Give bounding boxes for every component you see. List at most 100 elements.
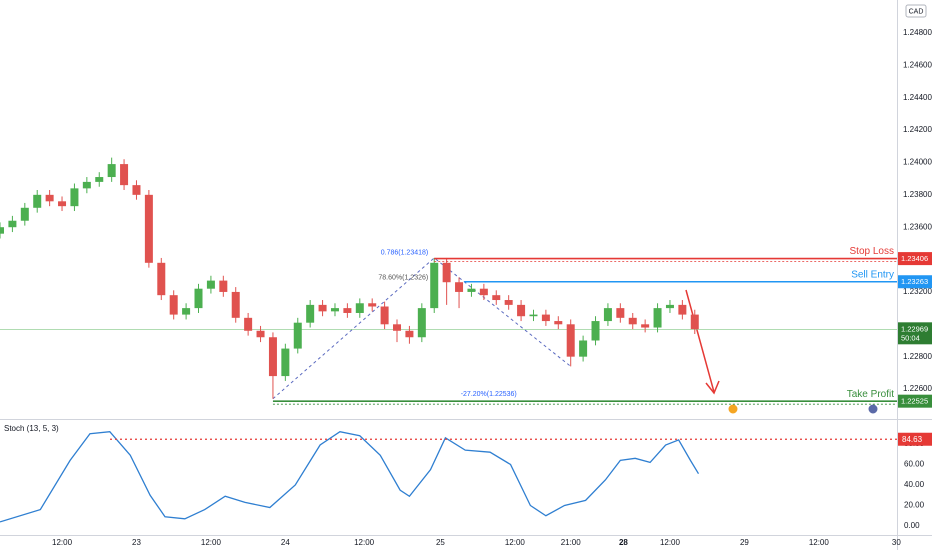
y2-tick-label: 60.00 bbox=[904, 460, 925, 469]
candle-body bbox=[8, 220, 17, 228]
x-tick-label: 30 bbox=[892, 538, 901, 547]
candle-body bbox=[653, 308, 662, 328]
candle-body bbox=[157, 262, 166, 296]
candle-body bbox=[641, 324, 650, 328]
level-value: 1.22525 bbox=[901, 397, 928, 406]
candle-body bbox=[442, 262, 451, 283]
level-tag bbox=[898, 252, 932, 266]
fib-label: -27.20%(1.22536) bbox=[461, 391, 517, 398]
candle-body bbox=[479, 288, 488, 296]
candle-body bbox=[219, 280, 228, 292]
y-tick-label: 1.23200 bbox=[903, 287, 932, 296]
indicator-label: Stoch (13, 5, 3) bbox=[4, 424, 59, 433]
y2-tick-label: 20.00 bbox=[904, 501, 925, 510]
candle-body bbox=[678, 304, 687, 315]
candle-body bbox=[690, 314, 699, 330]
stoch-line bbox=[0, 430, 700, 523]
x-tick-label: 23 bbox=[132, 538, 141, 547]
y-tick-label: 1.24600 bbox=[903, 60, 932, 69]
arrow-head bbox=[705, 380, 720, 395]
candle-body bbox=[355, 303, 364, 313]
level-name: Sell Entry bbox=[851, 269, 894, 280]
candle-body bbox=[132, 185, 141, 195]
event-icon[interactable] bbox=[727, 403, 739, 415]
level-name: Stop Loss bbox=[850, 246, 894, 257]
candle-body bbox=[45, 194, 54, 202]
currency: CAD bbox=[909, 8, 924, 15]
candle-body bbox=[144, 194, 153, 263]
candle-body bbox=[665, 304, 674, 309]
candle-body bbox=[393, 324, 402, 331]
candle-body bbox=[20, 207, 29, 221]
level-tag bbox=[898, 275, 932, 289]
candle-body bbox=[58, 201, 67, 207]
x-tick-label: 21:00 bbox=[561, 538, 582, 547]
candle-body bbox=[628, 317, 637, 325]
x-tick-label: 12:00 bbox=[660, 538, 681, 547]
level-value: 1.23263 bbox=[901, 277, 928, 286]
x-tick-label: 28 bbox=[619, 538, 628, 547]
candle-body bbox=[455, 282, 464, 292]
candle-body bbox=[591, 321, 600, 341]
candle-body bbox=[33, 194, 42, 208]
y-tick-label: 1.22800 bbox=[903, 352, 932, 361]
stoch-level-value: 84.63 bbox=[902, 435, 923, 444]
candle-body bbox=[318, 304, 327, 312]
candle-body bbox=[368, 303, 377, 307]
x-tick-label: 12:00 bbox=[809, 538, 830, 547]
candle-body bbox=[554, 321, 563, 325]
candle-body bbox=[169, 295, 178, 315]
pattern-line bbox=[272, 257, 572, 400]
x-tick-label: 12:00 bbox=[505, 538, 526, 547]
candle-body bbox=[579, 340, 588, 357]
candle-body bbox=[182, 308, 191, 315]
candle-body bbox=[380, 306, 389, 325]
fib-label: 78.60%(1.2326) bbox=[378, 275, 428, 282]
candle-body bbox=[206, 280, 215, 289]
y2-tick-label: 40.00 bbox=[904, 480, 925, 489]
candle-body bbox=[95, 177, 104, 182]
y-tick-label: 1.24200 bbox=[903, 125, 932, 134]
candle-body bbox=[281, 348, 290, 377]
candle-body bbox=[244, 317, 253, 331]
x-tick-label: 29 bbox=[740, 538, 749, 547]
candle-body bbox=[517, 304, 526, 317]
fib-label: 0.786(1.23418) bbox=[381, 249, 428, 256]
y2-tick-label: 0.00 bbox=[904, 521, 920, 530]
x-tick-label: 12:00 bbox=[52, 538, 73, 547]
x-tick-label: 25 bbox=[436, 538, 445, 547]
candle-body bbox=[541, 314, 550, 322]
candle-body bbox=[306, 304, 315, 323]
currency-box[interactable] bbox=[905, 4, 927, 18]
candle-body bbox=[293, 322, 302, 349]
candle-body bbox=[616, 308, 625, 318]
arrow-shaft bbox=[685, 289, 715, 393]
candle-body bbox=[0, 227, 4, 234]
candle-body bbox=[417, 308, 426, 338]
y-tick-label: 1.24400 bbox=[903, 93, 932, 102]
countdown: 50:04 bbox=[901, 333, 920, 342]
candle-body bbox=[70, 188, 79, 207]
candle-body bbox=[504, 300, 513, 305]
candle-body bbox=[256, 330, 265, 338]
candle-body bbox=[330, 308, 339, 312]
x-tick-label: 12:00 bbox=[354, 538, 375, 547]
level-value: 1.23406 bbox=[901, 254, 928, 263]
candle-body bbox=[430, 262, 439, 309]
candle-body bbox=[120, 164, 129, 186]
y-tick-label: 1.24000 bbox=[903, 158, 932, 167]
x-tick-label: 12:00 bbox=[201, 538, 222, 547]
last-price-tag bbox=[898, 322, 932, 345]
x-tick-label: 24 bbox=[281, 538, 290, 547]
y-tick-label: 1.24800 bbox=[903, 28, 932, 37]
level-name: Take Profit bbox=[847, 389, 894, 400]
candle-body bbox=[107, 164, 116, 178]
candle-body bbox=[467, 288, 476, 292]
event-icon[interactable] bbox=[867, 403, 879, 415]
last-price-value: 1.22969 bbox=[901, 324, 928, 333]
candle-body bbox=[529, 314, 538, 317]
candle-body bbox=[231, 291, 240, 318]
